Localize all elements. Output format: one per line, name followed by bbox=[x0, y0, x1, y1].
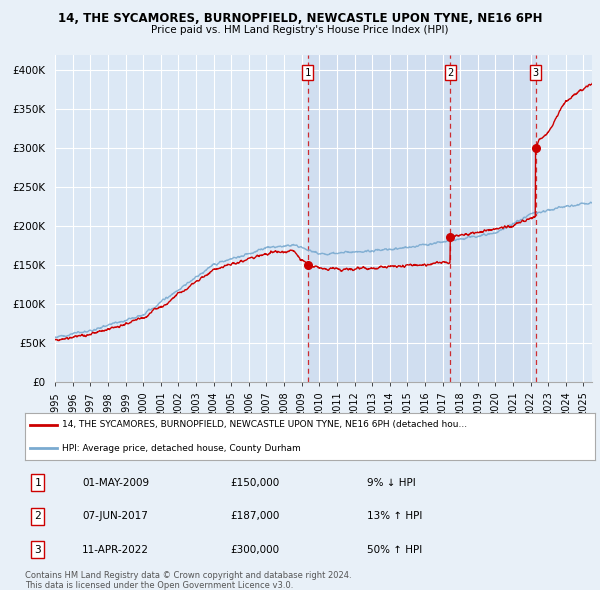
Text: This data is licensed under the Open Government Licence v3.0.: This data is licensed under the Open Gov… bbox=[25, 581, 293, 589]
Text: £150,000: £150,000 bbox=[230, 478, 280, 488]
Text: 1: 1 bbox=[304, 68, 311, 78]
Bar bbox=[308, 55, 536, 382]
Text: 14, THE SYCAMORES, BURNOPFIELD, NEWCASTLE UPON TYNE, NE16 6PH (detached hou...: 14, THE SYCAMORES, BURNOPFIELD, NEWCASTL… bbox=[62, 420, 467, 430]
Text: HPI: Average price, detached house, County Durham: HPI: Average price, detached house, Coun… bbox=[62, 444, 301, 453]
Text: 1: 1 bbox=[34, 478, 41, 488]
Text: £300,000: £300,000 bbox=[230, 545, 280, 555]
Text: 9% ↓ HPI: 9% ↓ HPI bbox=[367, 478, 416, 488]
Text: 2: 2 bbox=[34, 512, 41, 521]
Text: 01-MAY-2009: 01-MAY-2009 bbox=[82, 478, 149, 488]
Text: Price paid vs. HM Land Registry's House Price Index (HPI): Price paid vs. HM Land Registry's House … bbox=[151, 25, 449, 35]
Text: 07-JUN-2017: 07-JUN-2017 bbox=[82, 512, 148, 521]
Text: 3: 3 bbox=[532, 68, 539, 78]
Text: £187,000: £187,000 bbox=[230, 512, 280, 521]
Text: 50% ↑ HPI: 50% ↑ HPI bbox=[367, 545, 422, 555]
Text: 2: 2 bbox=[447, 68, 454, 78]
Text: 3: 3 bbox=[34, 545, 41, 555]
Text: 11-APR-2022: 11-APR-2022 bbox=[82, 545, 149, 555]
Text: 13% ↑ HPI: 13% ↑ HPI bbox=[367, 512, 422, 521]
Text: 14, THE SYCAMORES, BURNOPFIELD, NEWCASTLE UPON TYNE, NE16 6PH: 14, THE SYCAMORES, BURNOPFIELD, NEWCASTL… bbox=[58, 12, 542, 25]
Text: Contains HM Land Registry data © Crown copyright and database right 2024.: Contains HM Land Registry data © Crown c… bbox=[25, 571, 352, 580]
